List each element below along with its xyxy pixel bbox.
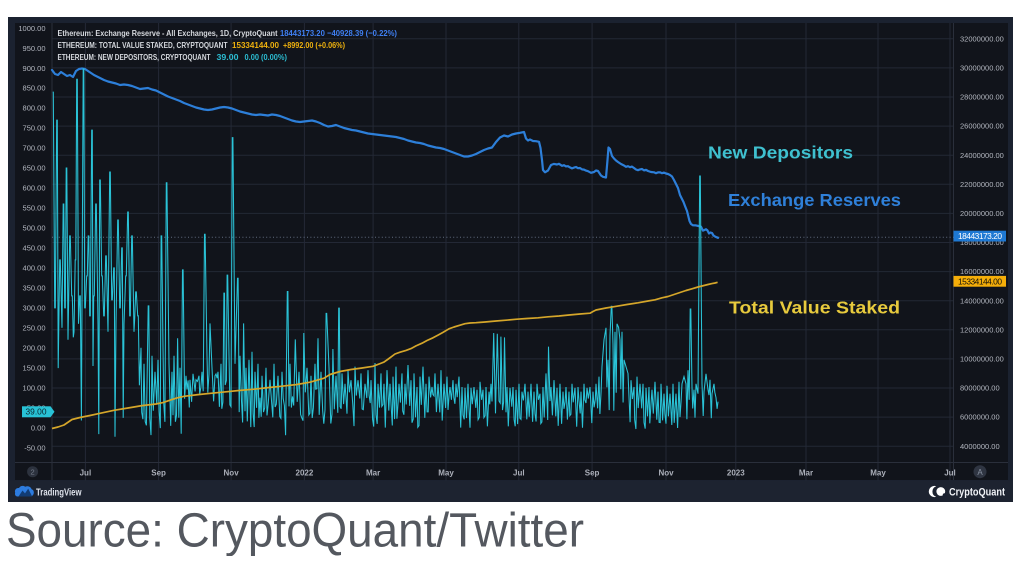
svg-text:8000000.00: 8000000.00 xyxy=(960,384,1000,393)
svg-text:250.00: 250.00 xyxy=(23,323,46,332)
svg-text:CryptoQuant: CryptoQuant xyxy=(949,487,1005,499)
svg-text:500.00: 500.00 xyxy=(23,224,46,233)
svg-text:650.00: 650.00 xyxy=(23,164,46,173)
svg-text:Jul: Jul xyxy=(944,469,956,478)
svg-text:Nov: Nov xyxy=(658,469,674,478)
svg-text:26000000.00: 26000000.00 xyxy=(960,122,1004,131)
svg-text:1000.00: 1000.00 xyxy=(18,24,45,33)
svg-text:950.00: 950.00 xyxy=(23,44,46,53)
svg-text:800.00: 800.00 xyxy=(23,104,46,113)
svg-text:Mar: Mar xyxy=(366,469,380,478)
svg-text:2023: 2023 xyxy=(727,469,745,478)
svg-text:New Depositors: New Depositors xyxy=(708,143,853,163)
svg-text:32000000.00: 32000000.00 xyxy=(960,34,1004,43)
svg-text:39.00: 39.00 xyxy=(26,407,47,417)
svg-text:550.00: 550.00 xyxy=(23,204,46,213)
svg-text:6000000.00: 6000000.00 xyxy=(960,413,1000,422)
svg-text:0.00 (0.00%): 0.00 (0.00%) xyxy=(245,52,288,62)
svg-text:ETHEREUM: TOTAL VALUE STAKED,: ETHEREUM: TOTAL VALUE STAKED, CRYPTOQUAN… xyxy=(58,40,229,50)
svg-text:350.00: 350.00 xyxy=(23,284,46,293)
svg-text:12000000.00: 12000000.00 xyxy=(960,325,1004,334)
svg-text:100.00: 100.00 xyxy=(23,383,46,392)
svg-text:Nov: Nov xyxy=(224,469,240,478)
svg-text:TradingView: TradingView xyxy=(36,487,82,498)
svg-text:0.00: 0.00 xyxy=(31,423,46,432)
svg-text:15334144.00: 15334144.00 xyxy=(958,276,1002,286)
svg-text:Mar: Mar xyxy=(799,469,813,478)
svg-text:Exchange Reserves: Exchange Reserves xyxy=(728,190,901,210)
svg-text:Sep: Sep xyxy=(151,469,166,478)
svg-text:Total Value Staked: Total Value Staked xyxy=(729,298,900,318)
svg-text:200.00: 200.00 xyxy=(23,343,46,352)
svg-text:14000000.00: 14000000.00 xyxy=(960,296,1004,305)
svg-text:Ethereum: Exchange Reserve - A: Ethereum: Exchange Reserve - All Exchang… xyxy=(58,28,278,38)
svg-text:700.00: 700.00 xyxy=(23,144,46,153)
svg-text:850.00: 850.00 xyxy=(23,84,46,93)
svg-text:900.00: 900.00 xyxy=(23,64,46,73)
svg-text:24000000.00: 24000000.00 xyxy=(960,151,1004,160)
svg-text:300.00: 300.00 xyxy=(23,304,46,313)
svg-text:18000000.00: 18000000.00 xyxy=(960,238,1004,247)
svg-text:+8992.00 (+0.06%): +8992.00 (+0.06%) xyxy=(283,40,345,50)
svg-text:150.00: 150.00 xyxy=(23,363,46,372)
svg-text:28000000.00: 28000000.00 xyxy=(960,93,1004,102)
svg-text:Jul: Jul xyxy=(513,469,525,478)
svg-text:Source: CryptoQuant/Twitter: Source: CryptoQuant/Twitter xyxy=(6,504,584,557)
svg-text:A: A xyxy=(977,468,983,477)
svg-text:2022: 2022 xyxy=(296,469,314,478)
svg-text:22000000.00: 22000000.00 xyxy=(960,180,1004,189)
svg-text:4000000.00: 4000000.00 xyxy=(960,442,1000,451)
svg-text:May: May xyxy=(438,469,454,478)
svg-text:18443173.20 −40928.39 (−0.22%: 18443173.20 −40928.39 (−0.22%) xyxy=(280,28,397,38)
svg-text:750.00: 750.00 xyxy=(23,124,46,133)
svg-text:May: May xyxy=(870,469,886,478)
svg-text:39.00: 39.00 xyxy=(217,52,239,62)
svg-text:-50.00: -50.00 xyxy=(24,443,45,452)
svg-text:Sep: Sep xyxy=(585,469,600,478)
svg-text:15334144.00: 15334144.00 xyxy=(232,40,279,50)
svg-text:Jul: Jul xyxy=(80,469,92,478)
svg-text:450.00: 450.00 xyxy=(23,244,46,253)
svg-text:ETHEREUM: NEW DEPOSITORS, CRYP: ETHEREUM: NEW DEPOSITORS, CRYPTOQUANT xyxy=(58,52,212,62)
svg-text:600.00: 600.00 xyxy=(23,184,46,193)
svg-text:10000000.00: 10000000.00 xyxy=(960,355,1004,364)
svg-text:20000000.00: 20000000.00 xyxy=(960,209,1004,218)
svg-text:2: 2 xyxy=(31,468,35,477)
svg-text:30000000.00: 30000000.00 xyxy=(960,64,1004,73)
svg-text:400.00: 400.00 xyxy=(23,264,46,273)
svg-text:18443173.20: 18443173.20 xyxy=(958,231,1002,241)
svg-text:16000000.00: 16000000.00 xyxy=(960,267,1004,276)
